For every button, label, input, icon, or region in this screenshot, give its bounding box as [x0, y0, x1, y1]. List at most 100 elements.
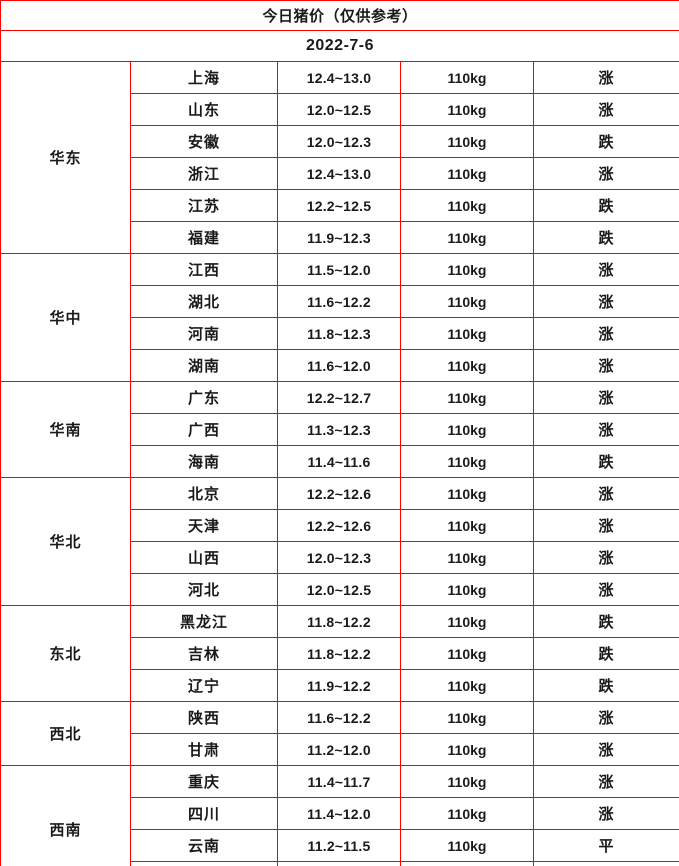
standard-weight: 110kg [400, 669, 534, 702]
table-row: 广西 11.3~12.3 110kg 涨 [1, 413, 679, 446]
province-label: 河北 [130, 573, 278, 606]
standard-weight: 110kg [400, 605, 534, 638]
trend-indicator: 涨 [533, 573, 679, 606]
price-value: 12.4~13.0 [277, 61, 401, 94]
trend-indicator: 跌 [533, 669, 679, 702]
province-label: 河南 [130, 317, 278, 350]
province-label: 陕西 [130, 701, 278, 734]
price-value: 11.4~12.0 [277, 797, 401, 830]
price-value: 11.6~12.2 [277, 285, 401, 318]
province-label: 山东 [130, 93, 278, 126]
price-value: 12.2~12.6 [277, 509, 401, 542]
standard-weight: 110kg [400, 637, 534, 670]
trend-indicator: 跌 [533, 637, 679, 670]
trend-indicator: 涨 [533, 541, 679, 574]
province-label: 甘肃 [130, 733, 278, 766]
province-label: 云南 [130, 829, 278, 862]
price-value: 12.2~12.6 [277, 477, 401, 510]
table-row: 安徽 12.0~12.3 110kg 跌 [1, 125, 679, 158]
province-label: 重庆 [130, 765, 278, 798]
price-value: 11.2~12.0 [277, 733, 401, 766]
province-label: 海南 [130, 445, 278, 478]
table-row: 四川 11.4~12.0 110kg 涨 [1, 797, 679, 830]
price-value: 11.6~12.0 [277, 349, 401, 382]
trend-indicator: 涨 [533, 733, 679, 766]
table-row: 山西 12.0~12.3 110kg 涨 [1, 541, 679, 574]
region-label: 东北 [0, 605, 131, 702]
price-value: 11.6~12.2 [277, 701, 401, 734]
trend-indicator: 涨 [533, 861, 679, 866]
standard-weight: 110kg [400, 509, 534, 542]
standard-weight: 110kg [400, 477, 534, 510]
province-label: 山西 [130, 541, 278, 574]
standard-weight: 110kg [400, 221, 534, 254]
trend-indicator: 涨 [533, 317, 679, 350]
province-label: 福建 [130, 221, 278, 254]
province-label: 四川 [130, 797, 278, 830]
standard-weight: 110kg [400, 701, 534, 734]
standard-weight: 110kg [400, 573, 534, 606]
price-value: 11.5~12.0 [277, 253, 401, 286]
trend-indicator: 涨 [533, 381, 679, 414]
price-value: 11.2~11.5 [277, 829, 401, 862]
table-row: 华南 广东 12.2~12.7 110kg 涨 [0, 381, 679, 478]
page-title: 今日猪价（仅供参考） [0, 0, 679, 31]
province-label: 安徽 [130, 125, 278, 158]
trend-indicator: 跌 [533, 189, 679, 222]
price-value: 11.4~11.7 [277, 765, 401, 798]
standard-weight: 110kg [400, 733, 534, 766]
standard-weight: 110kg [400, 125, 534, 158]
trend-indicator: 涨 [533, 509, 679, 542]
table-row: 东北 黑龙江 11.8~12.2 110kg 跌 [0, 605, 679, 702]
province-label: 贵州 [130, 861, 278, 866]
price-value: 11.3~12.3 [277, 413, 401, 446]
trend-indicator: 跌 [533, 125, 679, 158]
price-value: 12.0~12.3 [277, 541, 401, 574]
trend-indicator: 涨 [533, 93, 679, 126]
table-row: 湖北 11.6~12.2 110kg 涨 [1, 285, 679, 318]
standard-weight: 110kg [400, 861, 534, 866]
standard-weight: 110kg [400, 829, 534, 862]
trend-indicator: 涨 [533, 61, 679, 94]
region-label: 华南 [0, 381, 131, 478]
region-label: 西北 [0, 701, 131, 766]
trend-indicator: 涨 [533, 349, 679, 382]
table-row: 华北 北京 12.2~12.6 110kg 涨 [0, 477, 679, 606]
standard-weight: 110kg [400, 349, 534, 382]
price-value: 12.0~12.5 [277, 93, 401, 126]
province-label: 广东 [130, 381, 278, 414]
standard-weight: 110kg [400, 253, 534, 286]
price-value: 11.9~12.2 [277, 669, 401, 702]
province-label: 天津 [130, 509, 278, 542]
table-row: 海南 11.4~11.6 110kg 跌 [1, 445, 679, 478]
standard-weight: 110kg [400, 317, 534, 350]
province-label: 江西 [130, 253, 278, 286]
table-row: 西南 重庆 11.4~11.7 110kg 涨 [0, 765, 679, 866]
province-label: 广西 [130, 413, 278, 446]
standard-weight: 110kg [400, 445, 534, 478]
price-value: 12.2~12.7 [277, 381, 401, 414]
standard-weight: 110kg [400, 189, 534, 222]
standard-weight: 110kg [400, 381, 534, 414]
trend-indicator: 跌 [533, 221, 679, 254]
trend-indicator: 平 [533, 829, 679, 862]
region-label: 华中 [0, 253, 131, 382]
table-row: 河南 11.8~12.3 110kg 涨 [1, 317, 679, 350]
table-row: 浙江 12.4~13.0 110kg 涨 [1, 157, 679, 190]
province-label: 湖北 [130, 285, 278, 318]
standard-weight: 110kg [400, 285, 534, 318]
standard-weight: 110kg [400, 765, 534, 798]
table-row: 江苏 12.2~12.5 110kg 跌 [1, 189, 679, 222]
region-label: 华北 [0, 477, 131, 606]
province-label: 吉林 [130, 637, 278, 670]
trend-indicator: 跌 [533, 605, 679, 638]
trend-indicator: 跌 [533, 445, 679, 478]
trend-indicator: 涨 [533, 701, 679, 734]
trend-indicator: 涨 [533, 477, 679, 510]
table-row: 湖南 11.6~12.0 110kg 涨 [1, 349, 679, 382]
table-row: 山东 12.0~12.5 110kg 涨 [1, 93, 679, 126]
price-value: 12.2~12.5 [277, 189, 401, 222]
trend-indicator: 涨 [533, 253, 679, 286]
